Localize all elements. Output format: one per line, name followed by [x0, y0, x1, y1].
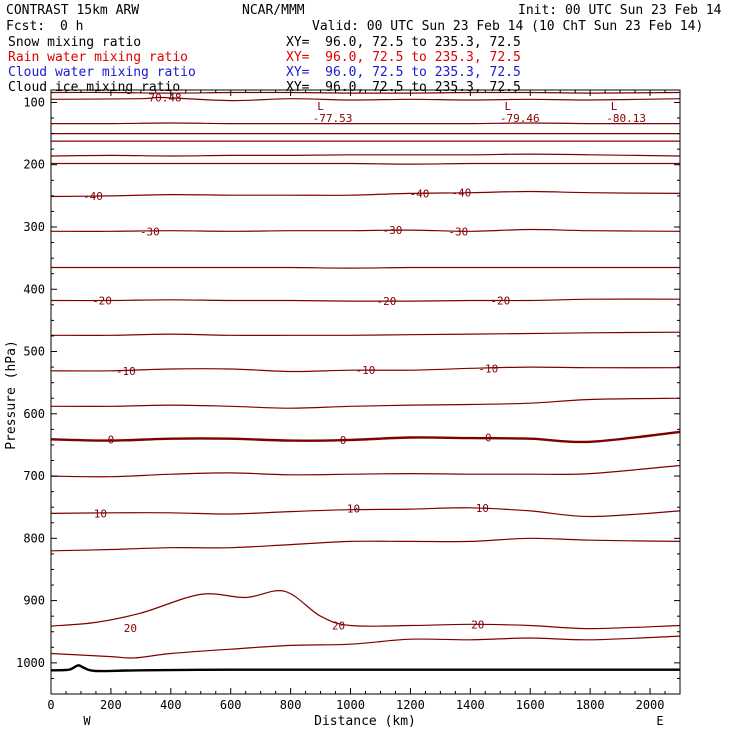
valid-time: Valid: 00 UTC Sun 23 Feb 14 (10 ChT Sun …	[312, 19, 704, 34]
contour-line	[50, 190, 681, 198]
contour-label: -30	[448, 225, 468, 238]
contour-label: -30	[383, 224, 403, 237]
contour-line	[50, 635, 681, 659]
y-tick-label: 200	[23, 158, 45, 172]
low-value-label: -79.46	[500, 112, 540, 125]
y-tick-label: 300	[23, 220, 45, 234]
contour-label: 10	[347, 502, 360, 515]
field-xy-cloud-water: XY= 96.0, 72.5 to 235.3, 72.5	[286, 65, 521, 80]
x-tick-label: 1600	[516, 698, 545, 712]
x-tick-label: 200	[100, 698, 122, 712]
y-axis-title: Pressure (hPa)	[4, 340, 19, 450]
y-tick-label: 700	[23, 469, 45, 483]
contour-label: 20	[471, 618, 484, 631]
y-tick-label: 900	[23, 594, 45, 608]
x-tick-label: 600	[220, 698, 242, 712]
contour-label: -30	[140, 225, 160, 238]
x-tick-label: 1800	[576, 698, 605, 712]
contour-line	[51, 266, 680, 269]
contour-line	[51, 162, 680, 165]
x-tick-label: 1200	[396, 698, 425, 712]
contour-label: 0	[340, 434, 347, 447]
low-value-label: -80.13	[606, 112, 646, 125]
contour-line	[50, 298, 681, 302]
x-tick-label: 400	[160, 698, 182, 712]
x-axis-title: Distance (km)	[314, 714, 416, 729]
model-title: CONTRAST 15km ARW	[6, 3, 140, 18]
fcst-label: Fcst:	[6, 19, 46, 34]
contour-label: -20	[377, 295, 397, 308]
contour-line	[50, 122, 681, 125]
init-time: Init: 00 UTC Sun 23 Feb 14	[518, 3, 722, 18]
contour-label: -20	[92, 294, 112, 307]
y-tick-label: 600	[23, 407, 45, 421]
contour-line	[50, 228, 681, 232]
contour-lines	[50, 91, 681, 673]
contour-line	[50, 430, 681, 444]
ground-line	[50, 664, 680, 673]
contour-line	[50, 464, 681, 478]
field-xy-snow: XY= 96.0, 72.5 to 235.3, 72.5	[286, 35, 521, 50]
x-tick-label: 1400	[456, 698, 485, 712]
contour-line	[50, 153, 681, 157]
fcst-value: 0 h	[60, 19, 84, 34]
contour-line	[50, 366, 681, 373]
low-value-label: -77.53	[313, 112, 353, 125]
contour-label: 10	[94, 507, 107, 520]
contour-label: -40	[451, 187, 471, 200]
low-marker: L	[317, 100, 324, 113]
contour-labels: -70.48 -40 -40 -40 -30 -30 -30 -20 -20 -20 -10 -10 -…	[83, 91, 646, 635]
x-tick-label: 1000	[336, 698, 365, 712]
low-marker: L	[504, 100, 511, 113]
contour-label: 0	[108, 433, 115, 446]
contour-line	[50, 590, 681, 630]
y-tick-label: 500	[23, 345, 45, 359]
contour-line	[50, 331, 681, 336]
field-xy-rain: XY= 96.0, 72.5 to 235.3, 72.5	[286, 50, 521, 65]
low-marker: L	[611, 100, 618, 113]
contour-line	[50, 96, 681, 102]
org-label: NCAR/MMM	[242, 3, 305, 18]
field-name-rain: Rain water mixing ratio	[8, 50, 189, 65]
contour-label: -10	[478, 362, 498, 375]
field-xy-cloud-ice: XY= 96.0, 72.5 to 235.3, 72.5	[286, 80, 521, 95]
west-label: W	[83, 714, 91, 728]
y-tick-label: 100	[23, 95, 45, 109]
field-name-cloud-water: Cloud water mixing ratio	[8, 65, 196, 80]
y-tick-label: 1000	[16, 656, 45, 670]
contour-label: -40	[409, 187, 429, 200]
contour-label: 20	[332, 620, 345, 633]
x-tick-label: 800	[280, 698, 302, 712]
contour-label: -10	[356, 364, 376, 377]
contour-label: 10	[476, 502, 489, 515]
contour-label: -70.48	[142, 91, 182, 104]
east-label: E	[656, 714, 663, 728]
contour-label: 0	[485, 431, 492, 444]
field-name-cloud-ice: Cloud ice mixing ratio	[8, 80, 181, 95]
contour-label: -40	[83, 190, 103, 203]
contour-label: -10	[116, 365, 136, 378]
plot-frame	[50, 89, 681, 695]
x-tick-label: 0	[47, 698, 54, 712]
y-tick-label: 400	[23, 282, 45, 296]
x-tick-label: 2000	[636, 698, 665, 712]
contour-line	[50, 507, 681, 518]
contour-label: -20	[490, 294, 510, 307]
field-name-snow: Snow mixing ratio	[8, 35, 142, 50]
y-tick-label: 800	[23, 531, 45, 545]
contour-label: 20	[124, 622, 137, 635]
contour-line	[50, 397, 681, 409]
contour-line	[50, 537, 681, 552]
